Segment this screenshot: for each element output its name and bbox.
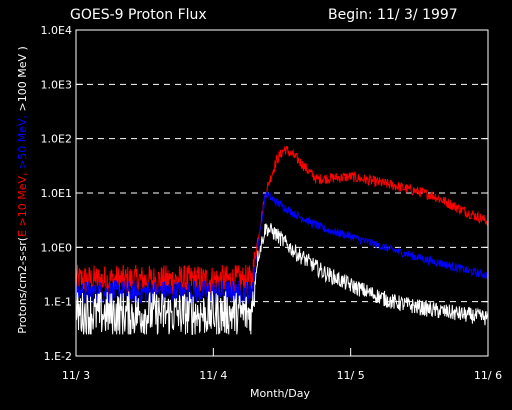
x-axis-label: Month/Day <box>250 387 310 400</box>
series-line <box>75 223 489 335</box>
x-axis: 11/ 3 11/ 4 11/ 5 11/ 6 <box>62 348 502 382</box>
x-tick-label: 11/ 6 <box>474 369 502 382</box>
y-axis-label-part: E >10 MeV, <box>16 169 29 237</box>
x-tick-label: 11/ 3 <box>62 369 90 382</box>
data-series <box>75 145 489 335</box>
y-tick-label: 1.E-2 <box>44 350 72 363</box>
chart-title: GOES-9 Proton Flux <box>70 7 207 23</box>
y-tick-label: 1.0E3 <box>41 78 72 91</box>
x-tick-label: 11/ 4 <box>199 369 227 382</box>
y-axis-label: Protons/cm2-s-sr(E >10 MeV, >50 MeV, >10… <box>16 46 29 334</box>
x-tick-label: 11/ 5 <box>337 369 365 382</box>
y-tick-label: 1.0E2 <box>41 133 72 146</box>
y-axis-label-part: >100 MeV ) <box>16 46 29 111</box>
y-axis: 1.0E4 1.0E3 1.0E2 1.0E1 1.0E0 1.E-1 1.E-2 <box>41 24 488 363</box>
y-tick-label: 1.0E1 <box>41 187 72 200</box>
series-line <box>75 191 489 306</box>
chart-begin-date: Begin: 11/ 3/ 1997 <box>328 7 458 23</box>
y-tick-label: 1.E-1 <box>44 296 72 309</box>
y-axis-label-part: >50 MeV, <box>16 111 29 169</box>
series-line <box>75 145 489 296</box>
y-axis-label-part: Protons/cm2-s-sr( <box>16 237 29 334</box>
y-tick-label: 1.0E4 <box>41 24 72 37</box>
y-tick-label: 1.0E0 <box>41 241 72 254</box>
